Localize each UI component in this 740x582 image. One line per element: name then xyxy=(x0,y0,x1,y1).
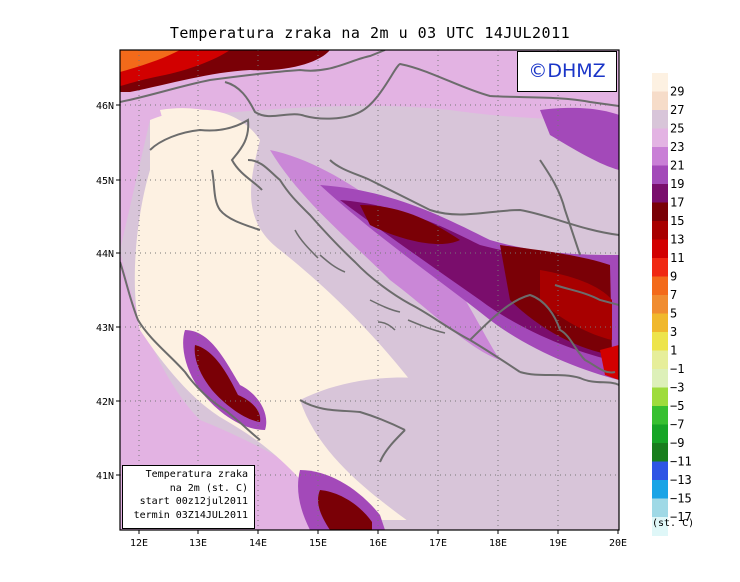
colorbar-label: 23 xyxy=(670,140,684,154)
islands xyxy=(294,229,446,334)
colorbar-swatch xyxy=(652,313,668,333)
lon-label: 15E xyxy=(309,538,327,549)
colorbar-label: −17 xyxy=(670,510,692,524)
lat-label: 44N xyxy=(96,249,114,260)
lat-label: 43N xyxy=(96,323,114,334)
colorbar-label: 5 xyxy=(670,307,677,321)
colorbar-label: 17 xyxy=(670,196,684,210)
coastlines-borders xyxy=(120,50,619,463)
info-line-termin: termin 03Z14JUL2011 xyxy=(133,509,248,521)
colorbar-swatch xyxy=(652,350,668,370)
colorbar-label: 1 xyxy=(670,344,677,358)
colorbar-label: 21 xyxy=(670,159,684,173)
colorbar-swatch xyxy=(652,128,668,148)
colorbar-label: 7 xyxy=(670,288,677,302)
colorbar-label: 3 xyxy=(670,325,677,339)
colorbar-label: 11 xyxy=(670,251,684,265)
colorbar-label: −1 xyxy=(670,362,684,376)
colorbar-label: −13 xyxy=(670,473,692,487)
colorbar-swatch xyxy=(652,461,668,481)
lon-label: 12E xyxy=(130,538,148,549)
colorbar-label: 15 xyxy=(670,214,684,228)
lon-label: 14E xyxy=(249,538,267,549)
colorbar-swatch xyxy=(652,424,668,444)
colorbar-label: −7 xyxy=(670,418,684,432)
colorbar-swatch xyxy=(652,443,668,462)
lon-label: 13E xyxy=(189,538,207,549)
axis-ticks xyxy=(116,104,619,534)
colorbar-label: −9 xyxy=(670,436,684,450)
colorbar-swatch xyxy=(652,369,668,388)
colorbar-swatch xyxy=(652,239,668,259)
info-line-start: start 00z12jul2011 xyxy=(139,496,248,507)
longitude-labels: 12E 13E 14E 15E 16E 17E 18E 19E 20E xyxy=(130,538,627,549)
graticule xyxy=(120,50,619,530)
map-frame xyxy=(119,49,620,531)
colorbar-swatch xyxy=(652,517,668,536)
colorbar-label: −11 xyxy=(670,455,692,469)
colorbar-label: 29 xyxy=(670,85,684,99)
dhmz-logo: ©DHMZ xyxy=(517,51,617,92)
colorbar-swatch xyxy=(652,406,668,425)
lat-label: 46N xyxy=(96,101,114,112)
colorbar-label: 13 xyxy=(670,233,684,247)
colorbar: 29 27 25 23 21 19 17 15 13 11 9 7 5 3 1 −1 −3 −5 −7 −9 −11 −1… xyxy=(652,73,692,536)
colorbar-label: −3 xyxy=(670,381,684,395)
colorbar-unit: (st. C) xyxy=(652,518,695,529)
colorbar-label: 19 xyxy=(670,177,684,191)
info-line-unit: na 2m (st. C) xyxy=(169,482,248,494)
colorbar-label: 9 xyxy=(670,270,677,284)
colorbar-swatch xyxy=(652,480,668,499)
lon-label: 19E xyxy=(549,538,567,549)
colorbar-swatch xyxy=(652,276,668,296)
temperature-field xyxy=(120,50,619,530)
info-line-variable: Temperatura zraka xyxy=(145,469,248,480)
colorbar-swatch xyxy=(652,147,668,166)
lat-label: 41N xyxy=(96,471,114,482)
colorbar-swatch xyxy=(652,498,668,518)
colorbar-swatch xyxy=(652,258,668,277)
lon-label: 18E xyxy=(489,538,507,549)
lat-label: 42N xyxy=(96,397,114,408)
colorbar-swatch xyxy=(652,110,668,129)
colorbar-swatch xyxy=(652,332,668,351)
lon-label: 17E xyxy=(429,538,447,549)
lat-label: 45N xyxy=(96,176,114,187)
forecast-info-box: Temperatura zraka na 2m (st. C) start 00… xyxy=(122,465,255,529)
colorbar-swatch xyxy=(652,73,668,92)
colorbar-swatch xyxy=(652,184,668,203)
lon-label: 16E xyxy=(369,538,387,549)
colorbar-swatch xyxy=(652,221,668,240)
colorbar-label: −15 xyxy=(670,492,692,506)
colorbar-swatch xyxy=(652,91,668,111)
latitude-labels: 46N 45N 44N 43N 42N 41N xyxy=(96,101,114,482)
colorbar-swatch xyxy=(652,295,668,314)
colorbar-swatch xyxy=(652,165,668,185)
colorbar-label: 27 xyxy=(670,103,684,117)
lon-label: 20E xyxy=(609,538,627,549)
map-title: Temperatura zraka na 2m u 03 UTC 14JUL20… xyxy=(169,24,571,42)
colorbar-swatch xyxy=(652,202,668,222)
colorbar-label: −5 xyxy=(670,399,684,413)
colorbar-label: 25 xyxy=(670,122,684,136)
colorbar-swatch xyxy=(652,387,668,407)
